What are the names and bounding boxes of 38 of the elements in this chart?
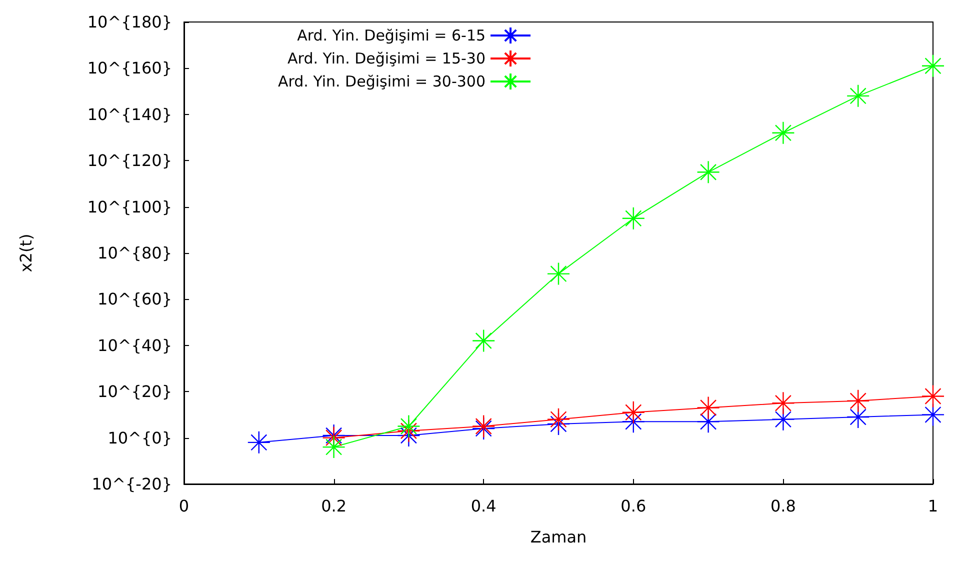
- point: [247, 430, 270, 454]
- point: [921, 54, 945, 78]
- x-tick-label: 0.6: [620, 496, 646, 516]
- legend-label: Ard. Yin. Değişimi = 30-300: [278, 72, 486, 90]
- legend-label: Ard. Yin. Değişimi = 15-30: [288, 50, 486, 68]
- x-axis-title: Zaman: [530, 528, 587, 546]
- x-tick-label: 0.4: [470, 496, 496, 516]
- y-tick-label: 10^{140}: [87, 104, 172, 124]
- x-tick-label: 0: [178, 496, 190, 516]
- legend-label: Ard. Yin. Değişimi = 6-15: [297, 26, 486, 44]
- y-tick-label: 10^{40}: [98, 336, 172, 355]
- x-tick-label: 1: [928, 496, 938, 516]
- x-tick-label: 0.8: [770, 496, 796, 516]
- y-tick-label: 10^{20}: [98, 382, 172, 402]
- point: [546, 408, 570, 431]
- point: [696, 396, 720, 420]
- point: [846, 389, 870, 412]
- point: [772, 121, 795, 144]
- point: [846, 84, 870, 108]
- y-tick-label: 10^{80}: [98, 244, 172, 262]
- point: [772, 392, 795, 415]
- y-tick-label: 10^{100}: [87, 197, 172, 216]
- y-tick-label: 10^{120}: [87, 151, 172, 170]
- point: [546, 262, 570, 286]
- y-axis-title: x2(t): [16, 234, 36, 272]
- x-tick-label: 0.2: [321, 496, 347, 516]
- y-tick-label: 10^{160}: [87, 58, 172, 78]
- y-tick-label: 10^{60}: [98, 290, 172, 309]
- point: [696, 160, 720, 184]
- y-tick-label: 10^{0}: [108, 428, 172, 448]
- point: [322, 435, 346, 459]
- point: [397, 414, 420, 438]
- point: [622, 206, 645, 230]
- point: [622, 400, 645, 424]
- point: [472, 329, 496, 352]
- y-tick-label: 10^{180}: [87, 12, 172, 32]
- y-tick-label: 10^{-20}: [92, 474, 172, 494]
- point: [921, 384, 945, 408]
